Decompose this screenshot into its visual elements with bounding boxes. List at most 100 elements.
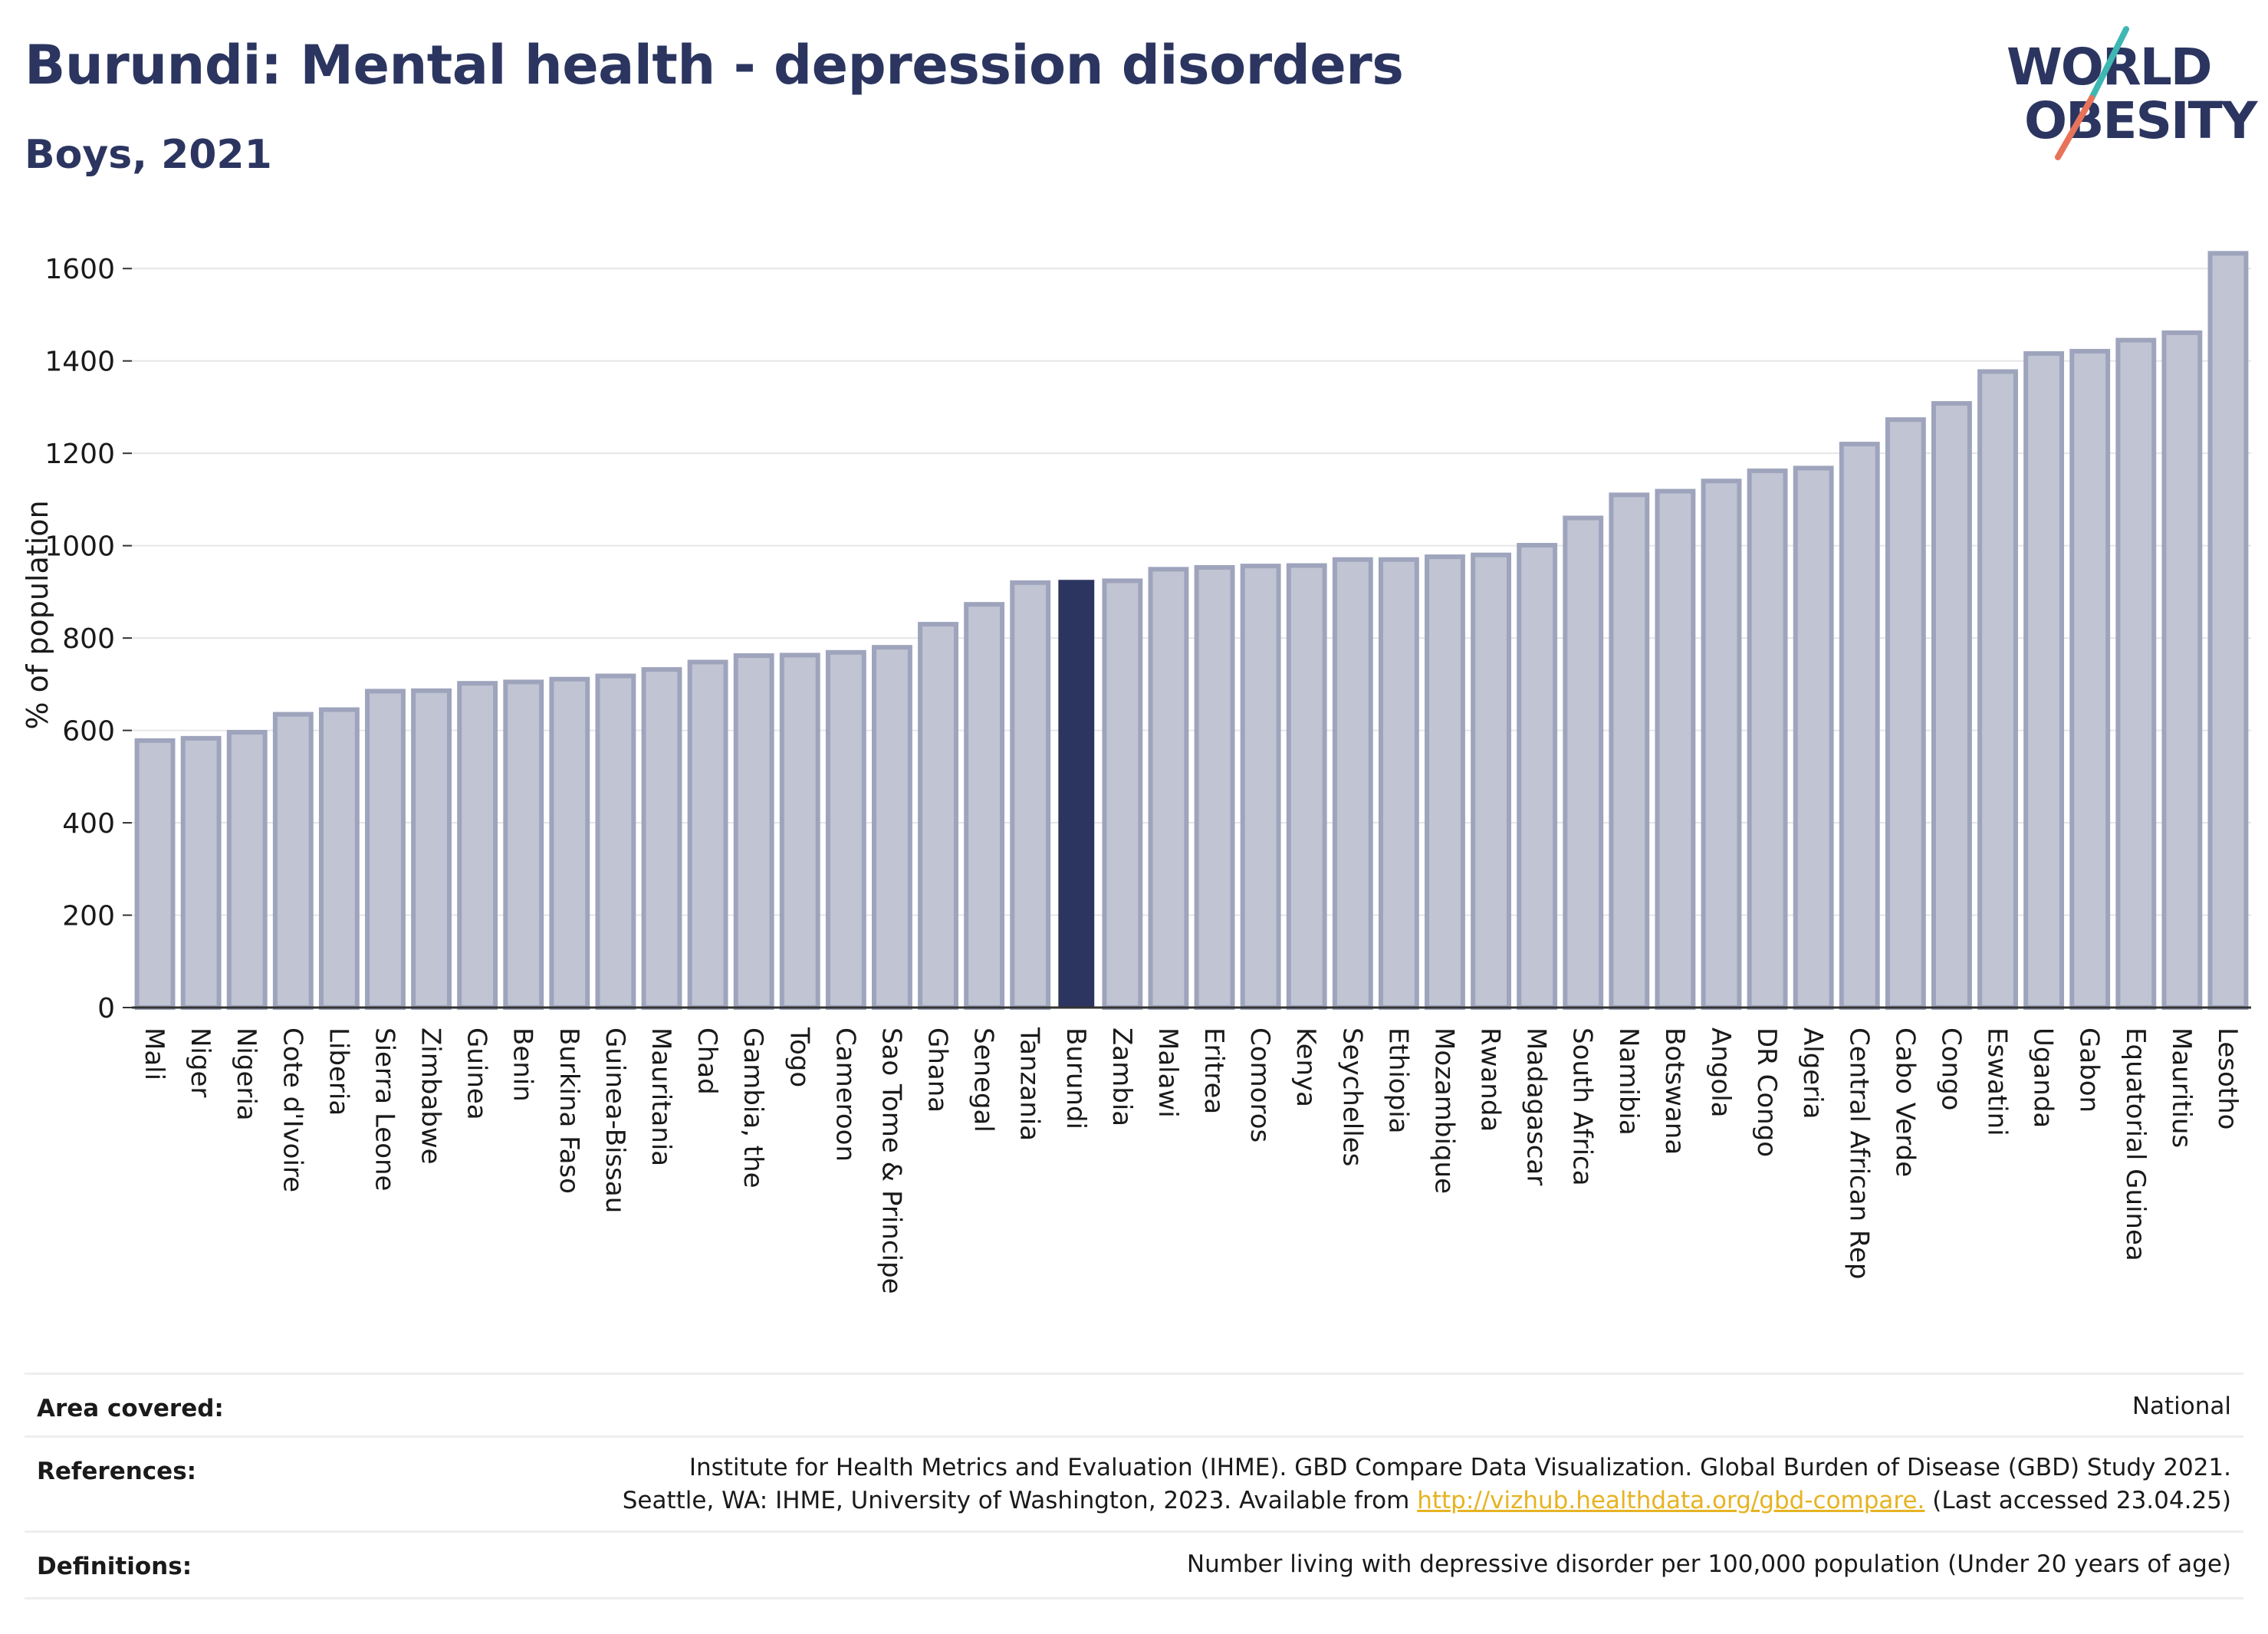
x-tick-label: Sierra Leone: [369, 1027, 399, 1191]
bar-central-african-rep: [1839, 442, 1880, 1010]
x-tick-label: Sao Tome & Principe: [876, 1027, 906, 1294]
x-tick-label: Cameroon: [830, 1027, 860, 1162]
bar-malawi: [1148, 567, 1189, 1010]
x-tick-label: Gambia, the: [738, 1027, 768, 1189]
bar-uganda: [2023, 351, 2065, 1010]
x-tick-label: Ghana: [922, 1027, 953, 1113]
x-tick-label: Mozambique: [1428, 1027, 1459, 1194]
bar-dr-congo: [1747, 469, 1788, 1010]
y-tick-label: 1000: [44, 531, 115, 563]
bar-eritrea: [1194, 564, 1235, 1010]
x-tick-label: Algeria: [1797, 1027, 1828, 1119]
bar-togo: [779, 653, 820, 1011]
y-tick-label: 1400: [44, 347, 115, 378]
bar-botswana: [1655, 488, 1696, 1010]
x-tick-label: Niger: [185, 1027, 215, 1097]
bar-kenya: [1286, 563, 1327, 1010]
x-tick-label: Gabon: [2074, 1027, 2105, 1113]
bar-zimbabwe: [411, 688, 452, 1010]
area-covered-value: National: [2132, 1392, 2231, 1420]
x-tick-label: Tanzania: [1014, 1027, 1045, 1141]
x-tick-label: Angola: [1705, 1027, 1736, 1117]
x-tick-label: Chad: [692, 1027, 722, 1095]
bar-madagascar: [1517, 543, 1558, 1010]
bar-mozambique: [1425, 554, 1465, 1010]
definitions-label: Definitions:: [37, 1553, 192, 1580]
bar-mali: [134, 738, 176, 1011]
bar-mauritius: [2161, 330, 2203, 1010]
references-value: Institute for Health Metrics and Evaluat…: [623, 1452, 2231, 1517]
bar-niger: [180, 735, 222, 1010]
bar-south-africa: [1563, 515, 1604, 1010]
bar-rwanda: [1471, 552, 1511, 1010]
y-tick-label: 1600: [44, 254, 115, 285]
definitions-value: Number living with depressive disorder p…: [1186, 1550, 2231, 1578]
logo-slash-coral: [2055, 95, 2095, 160]
references-line-1: Institute for Health Metrics and Evaluat…: [689, 1454, 2231, 1481]
x-tick-label: Namibia: [1613, 1027, 1644, 1136]
y-axis-label: % of population: [21, 500, 54, 729]
bar-equatorial-guinea: [2115, 337, 2157, 1011]
x-tick-label: Uganda: [2028, 1027, 2059, 1128]
x-tick-label: Benin: [508, 1027, 538, 1102]
x-tick-label: Burundi: [1060, 1027, 1091, 1129]
x-tick-label: Zambia: [1106, 1027, 1137, 1126]
x-tick-label: Zimbabwe: [416, 1027, 446, 1165]
references-line-2-end: (Last accessed 23.04.25): [1925, 1487, 2231, 1514]
bar-nigeria: [226, 729, 268, 1010]
bar-namibia: [1609, 492, 1650, 1010]
y-tick-label: 1200: [44, 439, 115, 470]
references-label: References:: [37, 1458, 197, 1485]
references-link[interactable]: http://vizhub.healthdata.org/gbd-compare…: [1417, 1487, 1925, 1514]
x-tick-label: DR Congo: [1751, 1027, 1782, 1157]
bar-ghana: [918, 622, 958, 1010]
x-tick-label: Seychelles: [1336, 1027, 1367, 1166]
x-tick-label: Rwanda: [1475, 1027, 1506, 1132]
bar-burkina-faso: [549, 676, 590, 1010]
x-tick-labels: Mali Niger Nigeria Cote d'Ivoire Liberia Sier…: [139, 1027, 2243, 1294]
info-row-area: Area covered: National: [25, 1373, 2243, 1438]
x-tick-label: Equatorial Guinea: [2120, 1027, 2151, 1261]
x-tick-label: Malawi: [1152, 1027, 1183, 1118]
logo-text-obesity: OBESITY: [2024, 91, 2259, 150]
bar-chad: [687, 659, 728, 1010]
bar-tanzania: [1010, 580, 1051, 1010]
world-obesity-logo: WORLD OBESITY: [2007, 26, 2260, 160]
bar-seychelles: [1332, 557, 1373, 1010]
references-line-2: Seattle, WA: IHME, University of Washing…: [623, 1484, 2231, 1517]
x-tick-label: Liberia: [323, 1027, 353, 1116]
bar-lesotho: [2207, 251, 2249, 1010]
x-tick-label: Ethiopia: [1382, 1027, 1413, 1133]
x-tick-label: Senegal: [968, 1027, 999, 1133]
references-line-2-start: Seattle, WA: IHME, University of Washing…: [622, 1487, 1418, 1514]
bar-ethiopia: [1378, 557, 1419, 1010]
bar-zambia: [1102, 578, 1143, 1010]
bar-guinea: [457, 681, 498, 1011]
bar-liberia: [318, 707, 360, 1010]
page-title: Burundi: Mental health - depression diso…: [25, 34, 1404, 97]
y-tick-labels: 0 200 400 600 800 1000 1200 1400 1600: [44, 254, 132, 1024]
x-tick-label: Madagascar: [1521, 1027, 1552, 1185]
bar-guinea-bissau: [595, 673, 636, 1010]
area-covered-label: Area covered:: [37, 1395, 224, 1422]
x-tick-label: Mauritius: [2166, 1027, 2197, 1148]
x-tick-label: Cabo Verde: [1889, 1027, 1920, 1177]
bar-angola: [1701, 478, 1742, 1010]
bar-chart: 0 200 400 600 800 1000 1200 1400 1600 Mali Niger N…: [21, 251, 2251, 1294]
bar-sao-tome-principe: [872, 645, 912, 1011]
bar-eswatini: [1977, 369, 2018, 1010]
x-tick-label: Eritrea: [1198, 1027, 1229, 1114]
y-tick-label: 600: [62, 716, 115, 748]
y-tick-label: 400: [62, 808, 115, 840]
bar-burundi: [1058, 580, 1095, 1008]
x-tick-label: Guinea: [462, 1027, 492, 1120]
x-tick-label: Eswatini: [1982, 1027, 2013, 1136]
bar-algeria: [1793, 465, 1834, 1010]
bar-gambia-the: [733, 653, 774, 1011]
bar-senegal: [964, 602, 1005, 1010]
x-tick-label: Mauritania: [646, 1027, 676, 1166]
y-tick-label: 800: [62, 623, 115, 655]
y-tick-label: 200: [62, 901, 115, 932]
x-tick-label: Togo: [784, 1027, 814, 1087]
bar-congo: [1931, 401, 1972, 1010]
